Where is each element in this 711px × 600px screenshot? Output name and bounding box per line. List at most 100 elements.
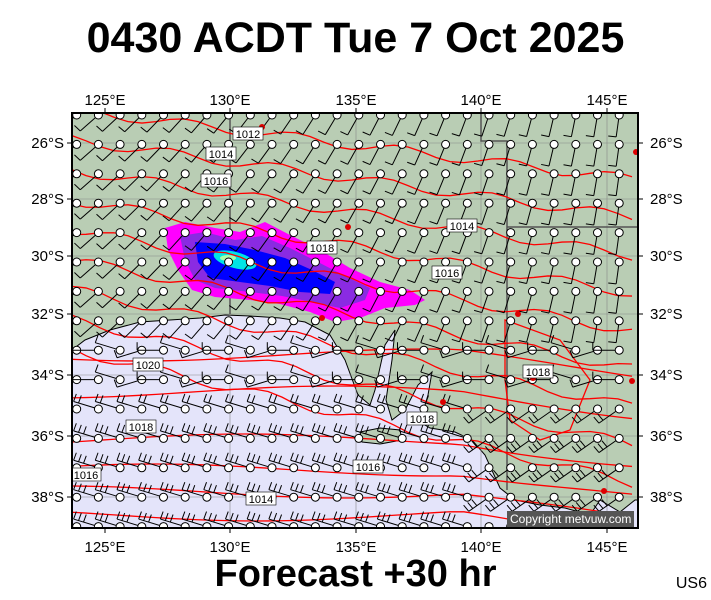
barb-feather bbox=[420, 393, 424, 402]
station-circle bbox=[202, 404, 212, 414]
isobar-label: 1018 bbox=[522, 364, 554, 379]
barb-feather bbox=[256, 455, 261, 464]
barb-feather bbox=[169, 484, 174, 493]
barb-feather bbox=[442, 452, 446, 461]
barb-feather bbox=[229, 424, 234, 433]
lon-label: 145°E bbox=[586, 539, 627, 556]
wind-barb bbox=[140, 198, 168, 221]
station-circle bbox=[593, 463, 602, 473]
barb-feather bbox=[598, 532, 603, 538]
barb-feather bbox=[484, 504, 491, 512]
station-circle bbox=[506, 404, 516, 414]
wind-barb bbox=[118, 316, 147, 338]
barb-feather bbox=[213, 484, 217, 493]
station-circle bbox=[527, 257, 537, 267]
wind-barb bbox=[608, 286, 624, 314]
barb-feather bbox=[429, 279, 438, 284]
station-circle bbox=[159, 492, 168, 502]
barb-feather bbox=[94, 423, 99, 432]
barb-feather bbox=[295, 336, 304, 341]
barb-feather bbox=[340, 131, 348, 136]
wind-barb bbox=[496, 228, 516, 255]
isobar-label-text: 1016 bbox=[204, 176, 228, 188]
barb-feather bbox=[484, 416, 491, 424]
barb-feather bbox=[52, 331, 58, 337]
barb-feather bbox=[473, 192, 482, 196]
wind-barb bbox=[268, 423, 299, 443]
barb-feather bbox=[159, 393, 164, 402]
station-circle bbox=[571, 433, 581, 443]
forecast-label: Forecast +30 hr bbox=[214, 553, 497, 595]
station-circle bbox=[245, 522, 255, 528]
barb-feather bbox=[597, 472, 604, 480]
station-circle bbox=[267, 404, 277, 414]
station-circle bbox=[462, 198, 472, 208]
station-circle bbox=[93, 198, 103, 208]
isobar-label-text: 1018 bbox=[526, 367, 550, 379]
station-circle bbox=[159, 433, 168, 443]
station-circle bbox=[441, 113, 451, 120]
barb-feather bbox=[186, 483, 191, 492]
barb-feather bbox=[558, 440, 565, 448]
barb-feather bbox=[316, 395, 321, 404]
station-circle bbox=[484, 316, 494, 326]
station-circle bbox=[159, 375, 168, 385]
isobar-label: 1016 bbox=[431, 265, 463, 280]
barb-feather bbox=[273, 395, 278, 404]
barb-feather bbox=[374, 350, 378, 358]
station-circle bbox=[93, 433, 103, 443]
wind-barb bbox=[355, 511, 385, 528]
region-code: US6 bbox=[675, 575, 707, 592]
barb-feather bbox=[471, 499, 478, 507]
station-circle bbox=[289, 169, 299, 179]
station-circle bbox=[354, 345, 364, 355]
barb-feather bbox=[126, 455, 131, 464]
barb-feather bbox=[510, 472, 517, 480]
wind-barb bbox=[333, 423, 364, 443]
wind-barb bbox=[593, 404, 624, 424]
station-circle bbox=[354, 316, 364, 326]
barb-feather bbox=[295, 483, 299, 492]
barb-feather bbox=[569, 379, 574, 388]
barb-feather bbox=[191, 484, 196, 493]
station-circle bbox=[245, 139, 255, 149]
station-circle bbox=[115, 257, 125, 267]
wind-barb bbox=[290, 452, 320, 473]
wind-barb bbox=[506, 433, 537, 453]
barb-feather bbox=[576, 532, 581, 538]
wind-barb bbox=[311, 452, 342, 473]
isobar bbox=[72, 259, 633, 366]
barb-feather bbox=[309, 379, 313, 388]
station-circle bbox=[614, 228, 624, 238]
isobar-label-box bbox=[132, 357, 164, 372]
wind-barb bbox=[268, 511, 299, 528]
barb-feather bbox=[484, 446, 491, 453]
station-circle bbox=[549, 345, 559, 355]
wind-barb bbox=[317, 198, 342, 224]
barb-feather bbox=[57, 395, 60, 403]
barb-feather bbox=[191, 455, 196, 464]
barb-feather bbox=[386, 426, 391, 435]
barb-feather bbox=[515, 529, 520, 535]
barb-feather bbox=[143, 512, 147, 521]
station-circle bbox=[419, 228, 429, 238]
station-circle bbox=[137, 113, 147, 120]
barb-feather bbox=[384, 249, 393, 254]
barb-feather bbox=[316, 454, 321, 462]
barb-feather bbox=[446, 512, 451, 521]
isobar bbox=[72, 203, 633, 297]
barb-feather bbox=[514, 469, 521, 477]
wind-barb bbox=[251, 169, 277, 194]
station-circle bbox=[159, 139, 168, 149]
isobar-label-text: 1014 bbox=[209, 149, 233, 161]
wind-barb bbox=[136, 342, 168, 355]
barb-feather bbox=[563, 193, 572, 196]
station-circle bbox=[397, 228, 407, 238]
barb-feather bbox=[333, 393, 338, 402]
barb-feather bbox=[96, 243, 103, 250]
wind-barb bbox=[593, 492, 624, 512]
station-circle bbox=[137, 463, 147, 473]
barb-feather bbox=[425, 512, 429, 521]
station-circle bbox=[267, 433, 277, 443]
station-circle bbox=[224, 463, 234, 473]
